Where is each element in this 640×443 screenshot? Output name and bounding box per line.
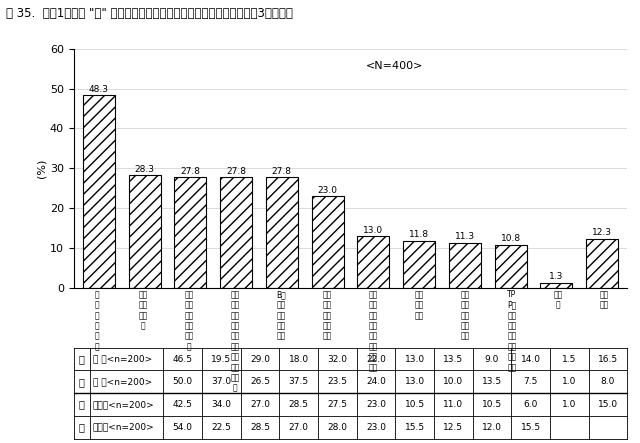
Text: 22.0: 22.0: [366, 354, 386, 364]
Text: 23.0: 23.0: [366, 423, 386, 432]
Text: 8.0: 8.0: [601, 377, 615, 386]
Text: 6.0: 6.0: [524, 400, 538, 409]
Bar: [220, 177, 252, 288]
Bar: [83, 95, 115, 288]
Text: 27.0: 27.0: [289, 423, 308, 432]
Text: 10.5: 10.5: [404, 400, 424, 409]
Text: 16.5: 16.5: [598, 354, 618, 364]
Text: 12.3: 12.3: [592, 228, 612, 237]
Text: 19.5: 19.5: [211, 354, 231, 364]
Text: その
他: その 他: [554, 290, 563, 310]
Text: 1.0: 1.0: [562, 400, 577, 409]
Text: 29.0: 29.0: [250, 354, 270, 364]
Text: 27.8: 27.8: [272, 167, 292, 175]
Text: 54.0: 54.0: [173, 423, 193, 432]
Text: キャ
ラ弁
ブー
ム: キャ ラ弁 ブー ム: [138, 290, 147, 330]
Text: 図 35.  ここ1年間の "食" に関するニュースで、印象に残っていること（3つまで）: 図 35. ここ1年間の "食" に関するニュースで、印象に残っていること（3つ…: [6, 7, 293, 19]
Text: 中学生<n=200>: 中学生<n=200>: [93, 423, 154, 432]
Text: 24.0: 24.0: [366, 377, 386, 386]
Bar: [129, 175, 161, 288]
Text: 11.8: 11.8: [409, 230, 429, 239]
Text: 12.5: 12.5: [443, 423, 463, 432]
Text: 性: 性: [79, 354, 84, 364]
Text: 28.5: 28.5: [289, 400, 308, 409]
Text: 28.5: 28.5: [250, 423, 270, 432]
Text: 28.3: 28.3: [134, 164, 154, 174]
Text: 12.0: 12.0: [482, 423, 502, 432]
Text: 27.8: 27.8: [226, 167, 246, 175]
Text: 11.3: 11.3: [454, 232, 475, 241]
Text: TP
P〜
連環
携太
協平
定洋
〜経
縮済: TP P〜 連環 携太 協平 定洋 〜経 縮済: [508, 290, 516, 372]
Text: 13.0: 13.0: [404, 377, 424, 386]
Text: 10.8: 10.8: [500, 234, 520, 243]
Text: 13.5: 13.5: [443, 354, 463, 364]
Text: 男 子<n=200>: 男 子<n=200>: [93, 354, 152, 364]
Text: 異常
気象
など
によ
る農
り: 異常 気象 など によ る農 り: [184, 290, 193, 351]
Text: 27.8: 27.8: [180, 167, 200, 175]
Text: 別: 別: [79, 377, 84, 387]
Text: 13.0: 13.0: [364, 225, 383, 234]
Text: 特に
ない: 特に ない: [600, 290, 609, 310]
Text: 10.5: 10.5: [482, 400, 502, 409]
Text: 15.0: 15.0: [598, 400, 618, 409]
Text: バタ
ー不
足と
緊急
輸入: バタ ー不 足と 緊急 輸入: [461, 290, 470, 341]
Text: 23.5: 23.5: [327, 377, 347, 386]
Bar: [266, 177, 298, 288]
Text: 学: 学: [79, 400, 84, 409]
Text: 11.0: 11.0: [443, 400, 463, 409]
Text: 37.5: 37.5: [289, 377, 308, 386]
Text: <N=400>: <N=400>: [366, 61, 424, 71]
Text: 48.3: 48.3: [89, 85, 109, 94]
Text: 13.5: 13.5: [482, 377, 502, 386]
Bar: [312, 196, 344, 288]
Bar: [357, 236, 389, 288]
Bar: [586, 239, 618, 288]
Y-axis label: (%): (%): [37, 159, 47, 178]
Text: 7.5: 7.5: [524, 377, 538, 386]
Text: 異
物
混
入
事
件: 異 物 混 入 事 件: [94, 290, 99, 351]
Text: 22.5: 22.5: [211, 423, 231, 432]
Text: ふる
さと
納税: ふる さと 納税: [415, 290, 424, 320]
Text: 28.0: 28.0: [327, 423, 347, 432]
Bar: [449, 243, 481, 288]
Bar: [174, 177, 206, 288]
Text: アぎ
イら
デず
ィな
ア料
ど〜
理ブ
へー
おム
に: アぎ イら デず ィな ア料 ど〜 理ブ へー おム に: [230, 290, 240, 393]
Bar: [403, 241, 435, 288]
Text: 37.0: 37.0: [211, 377, 231, 386]
Text: 1.0: 1.0: [562, 377, 577, 386]
Text: 13.0: 13.0: [404, 354, 424, 364]
Text: 32.0: 32.0: [327, 354, 347, 364]
Text: B級
グル
メ・
ご当
地グ: B級 グル メ・ ご当 地グ: [276, 290, 286, 341]
Text: 9.0: 9.0: [484, 354, 499, 364]
Text: 23.0: 23.0: [317, 186, 337, 194]
Text: 46.5: 46.5: [173, 354, 193, 364]
Text: 10.0: 10.0: [443, 377, 463, 386]
Bar: [495, 245, 527, 288]
Text: 校: 校: [79, 422, 84, 432]
Text: 1.5: 1.5: [562, 354, 577, 364]
Text: 15.5: 15.5: [520, 423, 541, 432]
Text: 27.0: 27.0: [250, 400, 270, 409]
Text: 26.5: 26.5: [250, 377, 270, 386]
Text: 27.5: 27.5: [327, 400, 347, 409]
Text: 50.0: 50.0: [172, 377, 193, 386]
Text: 23.0: 23.0: [366, 400, 386, 409]
Text: 加ど
エ〜
肉を
へ発
ソが
ージ
な性
分類: 加ど エ〜 肉を へ発 ソが ージ な性 分類: [369, 290, 378, 372]
Text: 42.5: 42.5: [173, 400, 193, 409]
Text: 18.0: 18.0: [289, 354, 308, 364]
Text: 小学生<n=200>: 小学生<n=200>: [93, 400, 154, 409]
Text: 15.5: 15.5: [404, 423, 424, 432]
Text: 1.3: 1.3: [549, 272, 563, 281]
Text: 34.0: 34.0: [211, 400, 231, 409]
Bar: [540, 283, 572, 288]
Text: 海外
・訪
日外
国人
の和: 海外 ・訪 日外 国人 の和: [323, 290, 332, 341]
Text: 14.0: 14.0: [520, 354, 541, 364]
Text: 女 子<n=200>: 女 子<n=200>: [93, 377, 152, 386]
